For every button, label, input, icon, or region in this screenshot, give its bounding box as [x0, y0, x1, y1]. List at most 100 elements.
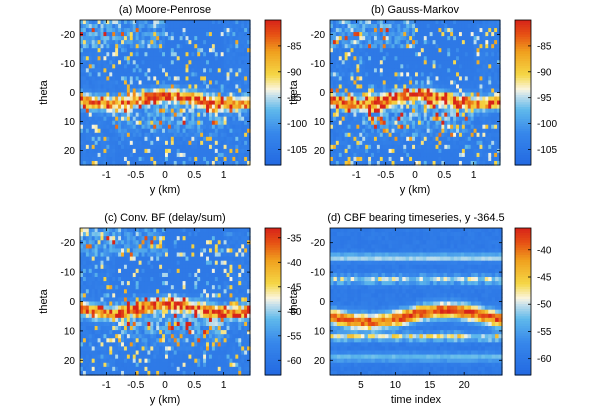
heatmap-cell	[432, 144, 437, 150]
heatmap-cell	[121, 240, 125, 245]
heatmap-cell	[432, 108, 437, 114]
heatmap-cell	[144, 60, 149, 65]
heatmap-cell	[491, 112, 495, 118]
x-tick-label: 0.5	[187, 170, 201, 181]
heatmap-cell	[141, 140, 146, 146]
colorbar-swatch	[265, 107, 281, 111]
heatmap-cell	[94, 252, 99, 258]
heatmap-cell	[126, 76, 131, 82]
heatmap-cell	[167, 28, 172, 33]
heatmap-cell	[217, 124, 222, 130]
heatmap-cell	[403, 80, 407, 86]
heatmap-cell	[353, 132, 357, 138]
heatmap-cell	[232, 160, 236, 166]
heatmap-cell	[453, 40, 457, 45]
heatmap-cell	[353, 20, 357, 25]
heatmap-cell	[356, 108, 360, 114]
heatmap-cell	[80, 366, 84, 372]
heatmap-cell	[153, 52, 157, 57]
heatmap-cell	[223, 100, 228, 106]
heatmap-cell	[397, 124, 401, 130]
heatmap-cell	[373, 132, 378, 138]
heatmap-cell	[200, 148, 204, 154]
heatmap-cell	[179, 128, 184, 134]
heatmap-cell	[88, 156, 93, 162]
heatmap-cell	[100, 326, 105, 331]
heatmap-cell	[385, 28, 390, 33]
colorbar-swatch	[265, 20, 281, 24]
heatmap-cell	[170, 156, 175, 162]
heatmap-cell	[85, 136, 90, 142]
heatmap-cell	[403, 20, 407, 25]
heatmap-cell	[214, 140, 219, 146]
heatmap-cell	[335, 92, 340, 98]
heatmap-cell	[153, 100, 157, 106]
heatmap-cell	[112, 313, 116, 319]
heatmap-cell	[350, 20, 355, 25]
heatmap-cell	[482, 108, 486, 114]
heatmap-cell	[80, 244, 84, 250]
heatmap-cell	[417, 160, 422, 166]
heatmap-cell	[203, 128, 207, 134]
heatmap-cell	[238, 136, 242, 142]
heatmap-cell	[106, 293, 110, 299]
heatmap-cell	[121, 76, 125, 82]
heatmap-cell	[338, 124, 343, 130]
heatmap-cell	[129, 128, 134, 134]
heatmap-cell	[470, 88, 475, 94]
heatmap-cell	[438, 36, 442, 41]
heatmap-cell	[447, 120, 451, 126]
heatmap-cell	[165, 28, 169, 33]
heatmap-cell	[118, 148, 122, 154]
heatmap-cell	[479, 132, 484, 138]
heatmap-cell	[118, 297, 122, 303]
heatmap-cell	[165, 20, 169, 25]
heatmap-cell	[450, 44, 454, 49]
heatmap-cell	[238, 20, 242, 25]
heatmap-cell	[482, 28, 486, 33]
heatmap-cell	[400, 20, 404, 25]
heatmap-cell	[473, 40, 478, 45]
heatmap-cell	[344, 48, 349, 53]
heatmap-cell	[156, 132, 160, 138]
heatmap-cell	[332, 160, 337, 166]
heatmap-cell	[388, 68, 393, 73]
heatmap-cell	[220, 116, 225, 122]
heatmap-cell	[335, 60, 340, 65]
heatmap-cell	[491, 60, 495, 65]
heatmap-cell	[123, 244, 128, 250]
heatmap-cell	[156, 100, 160, 106]
heatmap-cell	[191, 148, 195, 154]
heatmap-cell	[115, 346, 119, 352]
heatmap-cell	[238, 96, 242, 102]
heatmap-cell	[338, 24, 343, 29]
heatmap-cell	[347, 144, 352, 150]
heatmap-cell	[385, 100, 390, 106]
heatmap-cell	[376, 136, 381, 142]
heatmap-cell	[85, 152, 90, 158]
heatmap-cell	[359, 68, 363, 73]
heatmap-cell	[121, 354, 125, 360]
heatmap-cell	[332, 44, 337, 49]
heatmap-cell	[429, 84, 434, 90]
heatmap-cell	[165, 80, 169, 86]
heatmap-cell	[494, 68, 498, 73]
heatmap-cell	[456, 104, 460, 110]
heatmap-cell	[397, 76, 401, 82]
colorbar-swatch	[265, 68, 281, 72]
heatmap-cell	[235, 88, 239, 94]
heatmap-cell	[147, 120, 151, 126]
heatmap-cell	[185, 40, 190, 45]
heatmap-cell	[82, 236, 87, 241]
heatmap-cell	[458, 60, 463, 65]
heatmap-cell	[82, 32, 87, 37]
heatmap-cell	[88, 136, 93, 142]
heatmap-cell	[494, 92, 498, 98]
heatmap-cell	[406, 132, 410, 138]
heatmap-cell	[247, 144, 251, 150]
heatmap-cell	[441, 60, 445, 65]
heatmap-cell	[197, 96, 201, 102]
heatmap-cell	[118, 100, 122, 106]
heatmap-cell	[388, 96, 393, 102]
heatmap-cell	[479, 52, 484, 57]
